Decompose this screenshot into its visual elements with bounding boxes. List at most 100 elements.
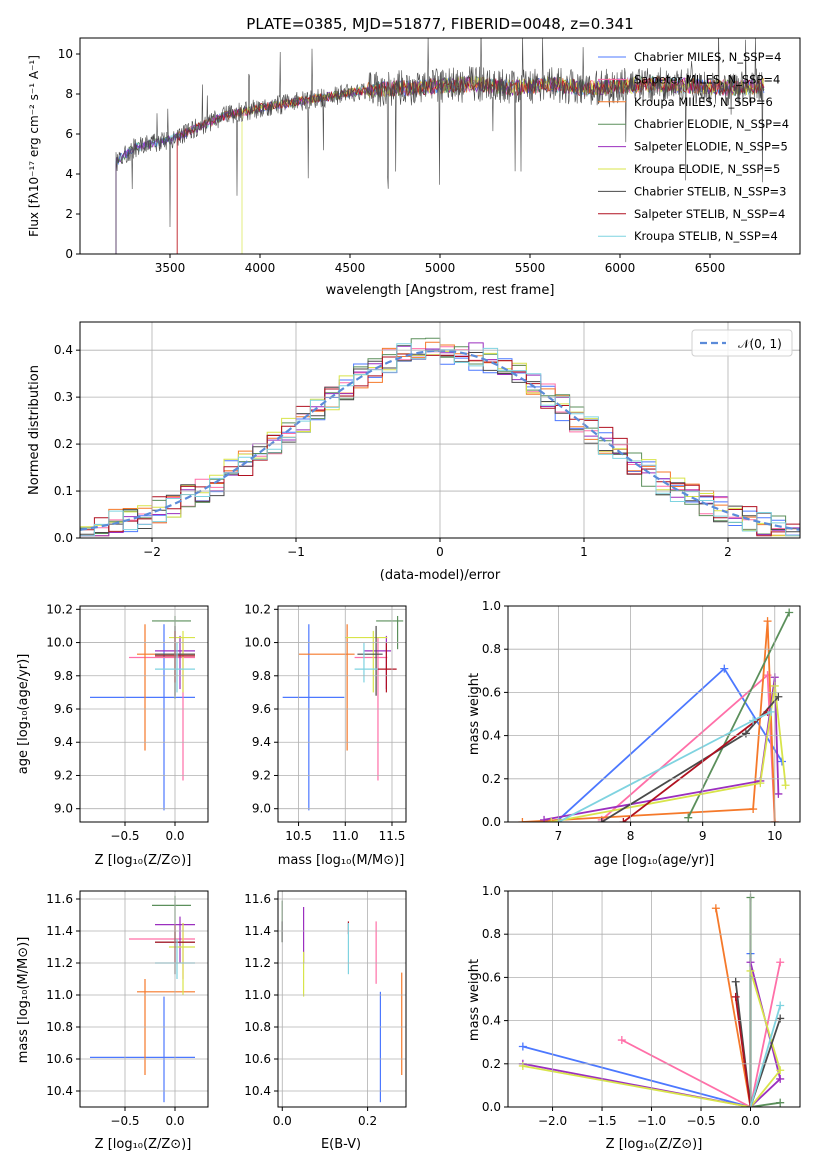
age-vs-z-plot: −0.5 0.0 9.0 9.2 9.4 9.6 9.8 10.0 10.2 <box>46 602 209 843</box>
weight-vs-z-marker <box>518 1061 527 1070</box>
weight-vs-z-marker <box>776 1066 785 1075</box>
spectrum-ytick-label: 6 <box>65 127 73 141</box>
weight-vs-z-marker <box>776 958 785 967</box>
agemass-xlabel: mass [log₁₀(M/M⊙)] <box>278 853 405 868</box>
age-vs-z-ytick-label: 9.8 <box>54 669 73 683</box>
spectrum-frame <box>79 37 801 255</box>
mass-vs-z-plot: −0.5 0.0 10.4 10.6 10.8 11.0 11.2 11.4 11.6 <box>46 890 209 1128</box>
legend-entry-2: Kroupa MILES, N_SSP=6 <box>634 95 773 109</box>
age-vs-mass-ytick-label: 9.2 <box>252 768 271 782</box>
weight-vs-age-marker <box>767 707 776 716</box>
age-vs-mass-xtick-label: 11.0 <box>332 829 359 843</box>
mass-vs-z-ytick-label: 11.2 <box>46 956 73 970</box>
weight-vs-age-ytick-label: 0.4 <box>482 729 501 743</box>
weight-vs-age-ytick-label: 0.6 <box>482 685 501 699</box>
weightz-xlabel: Z [log₁₀(Z/Z⊙)] <box>606 1137 703 1152</box>
residuals-xtick-label: 0 <box>436 545 444 559</box>
residuals-ytick-label: 0.3 <box>54 390 73 404</box>
spectrum-ytick-label: 4 <box>65 167 73 181</box>
weight-vs-z-marker <box>776 1074 785 1083</box>
weight-vs-age-marker <box>547 818 556 822</box>
spectrum-xtick-label: 6000 <box>605 261 636 275</box>
weight-vs-age-marker <box>781 781 790 790</box>
weight-vs-z-xtick-label: −2.0 <box>538 1114 567 1128</box>
mass-vs-z-frame <box>79 890 209 1108</box>
massz-ylabel: mass [log₁₀(M/M⊙)] <box>16 937 31 1064</box>
age-vs-mass-ytick-label: 9.4 <box>252 735 271 749</box>
age-vs-mass-ytick-label: 10.2 <box>244 602 271 616</box>
weight-vs-z-ytick-label: 1.0 <box>482 884 501 898</box>
age-vs-mass-marks <box>282 615 404 811</box>
weight-vs-age-ytick-label: 1.0 <box>482 599 501 613</box>
legend-entry-5: Kroupa ELODIE, N_SSP=5 <box>634 162 780 176</box>
weight-vs-z-xtick-label: 0.0 <box>741 1114 760 1128</box>
weight-vs-age-ytick-label: 0.8 <box>482 642 501 656</box>
weight-vs-age-ytick-label: 0.0 <box>482 815 501 829</box>
age-vs-mass-ytick-label: 9.8 <box>252 669 271 683</box>
weight-vs-z-xtick-label: −1.0 <box>637 1114 666 1128</box>
weight-vs-age-marker <box>684 813 693 822</box>
weight-vs-age-series-3 <box>687 612 791 819</box>
spectrum-xtick-label: 4500 <box>335 261 366 275</box>
age-vs-z-frame <box>79 605 209 823</box>
mass-vs-ebv-xtick-label: 0.2 <box>358 1114 377 1128</box>
weight-vs-age-marker <box>619 818 628 822</box>
agez-ylabel: age [log₁₀(age/yr)] <box>16 654 31 775</box>
weight-vs-z-ytick-label: 0.8 <box>482 927 501 941</box>
age-vs-z-marks <box>90 615 195 811</box>
legend-entry-6: Chabrier STELIB, N_SSP=3 <box>634 184 786 198</box>
spectrum-title: PLATE=0385, MJD=51877, FIBERID=0048, z=0… <box>246 15 633 33</box>
mass-vs-ebv-ytick-label: 11.2 <box>244 956 271 970</box>
weight-vs-age-marker <box>774 692 783 701</box>
mass-vs-z-marks <box>90 895 195 1103</box>
age-vs-z-ytick-label: 9.0 <box>54 802 73 816</box>
residuals-xtick-label: 1 <box>580 545 588 559</box>
spectrum-series-6 <box>115 38 765 254</box>
weight-vs-z-marker <box>776 1001 785 1010</box>
mass-vs-ebv-ytick-label: 11.6 <box>244 892 271 906</box>
weight-vs-z-series-1 <box>621 962 782 1107</box>
age-vs-mass-plot: 10.5 11.0 11.5 9.0 9.2 9.4 9.6 9.8 10.0 10.2 <box>244 602 407 843</box>
spectrum-ytick-label: 2 <box>65 207 73 221</box>
mass-vs-ebv-ytick-label: 11.0 <box>244 988 271 1002</box>
mass-vs-z-ytick-label: 11.6 <box>46 892 73 906</box>
age-vs-z-ytick-label: 9.2 <box>54 768 73 782</box>
mass-vs-z-ytick-label: 11.4 <box>46 924 73 938</box>
weight-vs-z-ytick-label: 0.2 <box>482 1057 501 1071</box>
weight-vs-z-marker <box>617 1036 626 1045</box>
weight-vs-age-marks <box>518 608 794 822</box>
weight-vs-z-marker <box>776 1098 785 1107</box>
weight-vs-z-marker <box>776 1014 785 1023</box>
weight-vs-age-marker <box>540 815 549 822</box>
age-vs-z-ytick-label: 9.4 <box>54 735 73 749</box>
age-vs-mass-ytick-label: 9.0 <box>252 802 271 816</box>
weight-vs-z-ytick-label: 0.4 <box>482 1014 501 1028</box>
mass-vs-ebv-ytick-label: 11.4 <box>244 924 271 938</box>
weight-vs-age-marker <box>785 608 794 617</box>
spectrum-marks <box>115 38 765 254</box>
mass-vs-ebv-ytick-label: 10.4 <box>244 1084 271 1098</box>
weight-vs-age-xtick-label: 9 <box>699 829 707 843</box>
mass-vs-ebv-xtick-label: 0.0 <box>273 1114 292 1128</box>
weight-vs-z-xtick-label: −1.5 <box>587 1114 616 1128</box>
weight-vs-z-ytick-label: 0.6 <box>482 970 501 984</box>
weight-vs-z-plot: −2.0 −1.5 −1.0 −0.5 0.0 0.0 0.2 0.4 0.6 0.8 1.0 <box>482 884 801 1128</box>
mass-vs-ebv-ytick-label: 10.8 <box>244 1020 271 1034</box>
weight-vs-age-marker <box>749 716 758 725</box>
mass-vs-ebv-frame <box>277 890 407 1108</box>
weight-vs-z-series-8 <box>749 1005 782 1107</box>
spectrum-ytick-label: 10 <box>58 47 73 61</box>
weight-vs-age-marker <box>597 818 606 822</box>
weight-vs-z-ytick-label: 0.0 <box>482 1100 501 1114</box>
mass-vs-ebv-plot: 0.0 0.2 10.4 10.6 10.8 11.0 11.2 11.4 11.6 <box>244 890 407 1128</box>
weight-vs-age-marker <box>749 805 758 814</box>
weight-vs-z-series-6 <box>734 981 782 1107</box>
weight-vs-age-marker <box>518 818 527 822</box>
mass-vs-z-ytick-label: 10.4 <box>46 1084 73 1098</box>
age-vs-mass-ytick-label: 9.6 <box>252 702 271 716</box>
massz-xlabel: Z [log₁₀(Z/Z⊙)] <box>95 1137 192 1152</box>
spectrum-series-7 <box>176 76 764 254</box>
legend-entry-8: Kroupa STELIB, N_SSP=4 <box>634 229 778 243</box>
age-vs-z-ytick-label: 9.6 <box>54 702 73 716</box>
weight-vs-age-marker <box>756 779 765 788</box>
